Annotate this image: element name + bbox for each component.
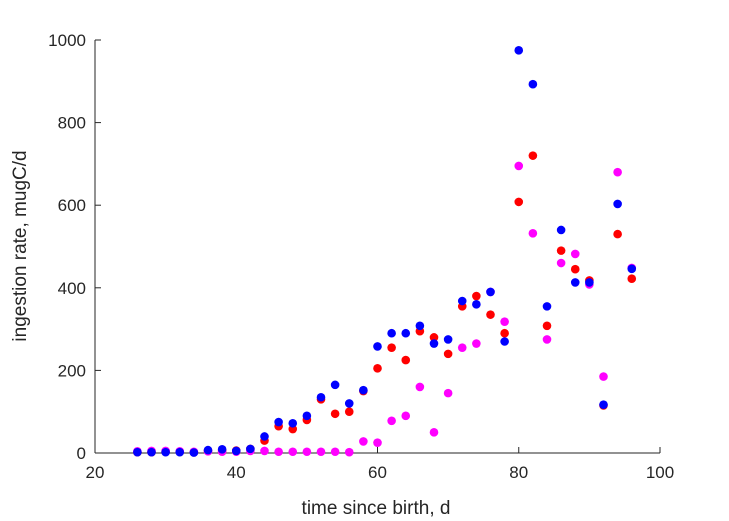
data-point — [401, 355, 411, 365]
data-points — [133, 46, 637, 457]
data-point — [359, 437, 368, 446]
data-point — [556, 225, 566, 235]
data-point — [613, 199, 622, 209]
data-point — [401, 328, 411, 338]
data-point — [316, 447, 326, 457]
data-point — [613, 167, 622, 177]
data-point — [217, 444, 227, 454]
data-point — [302, 447, 312, 457]
data-point — [274, 417, 283, 427]
data-point — [556, 246, 566, 255]
y-ticks: 0 200 400 600 800 1000 — [48, 31, 101, 463]
x-tick-label: 100 — [646, 463, 674, 482]
x-tick-label: 60 — [368, 463, 387, 482]
data-point — [472, 291, 481, 301]
data-point — [231, 446, 241, 456]
data-point — [429, 339, 439, 348]
data-point — [514, 46, 524, 55]
data-point — [472, 339, 481, 348]
data-point — [359, 385, 368, 395]
x-tick-label: 80 — [509, 463, 528, 482]
x-tick-label: 20 — [86, 463, 105, 482]
data-point — [528, 79, 538, 89]
data-point — [443, 388, 453, 398]
data-point — [500, 317, 509, 326]
data-point — [401, 411, 411, 421]
y-tick-label: 1000 — [48, 31, 86, 50]
y-tick-label: 0 — [77, 444, 86, 463]
data-point — [203, 445, 213, 455]
data-point — [373, 342, 382, 351]
y-tick-label: 200 — [58, 361, 86, 380]
data-point — [260, 446, 269, 456]
data-point — [302, 411, 312, 421]
data-point — [570, 249, 580, 259]
data-point — [542, 335, 552, 344]
data-point — [373, 438, 382, 447]
data-point — [542, 302, 552, 311]
data-point — [627, 264, 637, 274]
data-point — [147, 447, 156, 457]
data-point — [330, 380, 340, 390]
data-point — [344, 407, 354, 417]
axes — [94, 40, 660, 454]
data-point — [472, 300, 481, 309]
x-tick-label: 40 — [227, 463, 246, 482]
data-point — [344, 399, 354, 408]
data-point — [627, 274, 637, 284]
data-point — [330, 409, 340, 419]
data-point — [443, 335, 453, 344]
data-point — [570, 264, 580, 274]
data-point — [429, 428, 439, 437]
data-point — [274, 447, 283, 457]
data-point — [133, 447, 142, 457]
data-point — [613, 229, 622, 239]
data-point — [161, 447, 170, 457]
data-point — [415, 382, 425, 392]
data-point — [514, 197, 524, 207]
data-point — [387, 416, 396, 426]
data-point — [585, 278, 594, 287]
y-tick-label: 800 — [58, 114, 86, 133]
data-point — [429, 333, 439, 342]
data-point — [443, 349, 453, 359]
data-point — [288, 418, 298, 428]
data-point — [500, 337, 509, 346]
data-point — [599, 372, 608, 381]
x-ticks: 20 40 60 80 100 — [86, 447, 674, 482]
data-point — [528, 228, 538, 238]
data-point — [387, 343, 396, 352]
data-point — [514, 161, 524, 171]
y-axis-label: ingestion rate, mugC/d — [10, 150, 31, 341]
data-point — [542, 321, 552, 331]
data-point — [500, 328, 509, 338]
data-point — [288, 447, 298, 457]
data-point — [415, 321, 425, 331]
series-2 — [133, 161, 637, 457]
data-point — [486, 310, 495, 319]
data-point — [373, 364, 382, 373]
data-point — [175, 447, 185, 457]
data-point — [246, 444, 255, 454]
data-point — [457, 296, 467, 306]
data-point — [457, 343, 467, 352]
data-point — [570, 278, 580, 287]
data-point — [330, 447, 340, 457]
data-point — [189, 448, 199, 457]
data-point — [556, 258, 566, 268]
data-point — [387, 328, 396, 338]
data-point — [486, 287, 495, 297]
data-point — [316, 392, 326, 402]
x-axis-label: time since birth, d — [302, 498, 451, 519]
data-point — [260, 432, 269, 441]
series-3 — [133, 46, 637, 457]
series-1 — [133, 151, 637, 457]
y-tick-label: 600 — [58, 196, 86, 215]
data-point — [599, 400, 608, 409]
data-point — [528, 151, 538, 160]
y-tick-label: 400 — [58, 279, 86, 298]
data-point — [344, 447, 354, 457]
